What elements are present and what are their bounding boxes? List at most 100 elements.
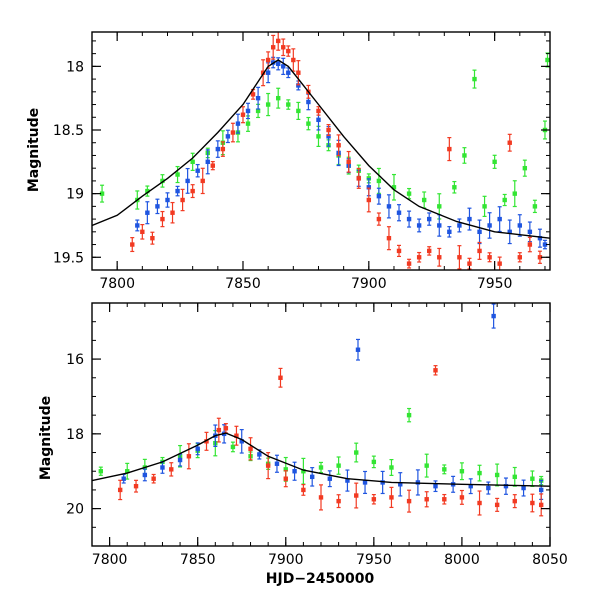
red-marker (371, 497, 377, 502)
green-marker (316, 134, 321, 139)
blue-data-point (255, 86, 261, 110)
red-data-point (180, 188, 185, 212)
green-data-point (512, 466, 517, 487)
red-marker (286, 48, 291, 54)
green-marker (318, 465, 324, 470)
green-marker (462, 153, 467, 158)
blue-marker (327, 476, 333, 481)
y-tick-label: 19 (66, 187, 84, 203)
green-marker (406, 191, 412, 196)
blue-data-point (406, 210, 412, 228)
red-data-point (291, 48, 296, 72)
blue-data-point (427, 212, 432, 226)
green-marker (283, 467, 288, 472)
red-marker (190, 188, 195, 194)
red-data-point (477, 241, 482, 260)
blue-marker (468, 483, 473, 489)
red-data-point (354, 482, 359, 509)
blue-marker (486, 485, 491, 491)
green-marker (530, 476, 535, 481)
red-marker (416, 255, 422, 260)
red-marker (497, 261, 502, 266)
red-data-point (507, 133, 512, 152)
red-data-point (276, 32, 281, 51)
green-data-point (276, 87, 281, 109)
blue-marker (467, 216, 472, 222)
red-data-point (356, 167, 361, 189)
green-data-point (494, 463, 500, 487)
top-y-axis-label: Magnitude (26, 108, 42, 192)
blue-marker (316, 117, 321, 123)
blue-marker (538, 487, 544, 493)
blue-marker (497, 216, 502, 222)
red-marker (457, 255, 462, 260)
blue-marker (135, 223, 140, 228)
red-data-point (216, 417, 222, 443)
green-data-point (190, 152, 195, 171)
blue-data-point (467, 207, 472, 231)
red-marker (530, 500, 535, 506)
red-data-point (386, 226, 392, 251)
blue-marker (326, 134, 331, 139)
green-data-point (462, 147, 467, 164)
x-tick-label: 7900 (351, 276, 387, 292)
blue-marker (542, 242, 548, 247)
red-data-point (517, 252, 523, 263)
green-data-point (286, 99, 291, 110)
red-marker (230, 130, 236, 135)
model-curve (92, 59, 550, 239)
blue-data-point (165, 192, 170, 208)
green-marker (512, 191, 517, 196)
red-data-point (396, 244, 402, 258)
red-marker (283, 476, 288, 481)
green-data-point (421, 191, 427, 209)
green-marker (522, 165, 528, 171)
blue-marker (195, 446, 200, 451)
red-data-point (316, 106, 321, 116)
red-marker (281, 45, 286, 50)
blue-marker (487, 223, 492, 228)
red-marker (406, 261, 412, 266)
red-data-point (371, 494, 377, 505)
red-marker (318, 495, 324, 500)
red-data-point (286, 45, 291, 57)
green-marker (477, 470, 482, 476)
green-data-point (406, 187, 412, 200)
red-marker (512, 498, 517, 504)
blue-marker (281, 64, 286, 69)
red-data-point (512, 494, 517, 509)
blue-marker (296, 83, 301, 88)
red-marker (366, 197, 372, 203)
red-marker (265, 463, 271, 468)
green-marker (482, 204, 487, 209)
red-marker (386, 235, 392, 241)
red-marker (477, 248, 482, 254)
green-marker (160, 178, 165, 184)
red-data-point (530, 493, 535, 513)
red-marker (270, 45, 276, 50)
green-marker (459, 469, 465, 474)
red-data-point (151, 473, 156, 484)
y-tick-label: 18 (66, 427, 84, 443)
red-data-point (427, 246, 432, 256)
x-axis-label: HJD−2450000 (266, 571, 375, 587)
blue-marker (276, 61, 281, 67)
red-marker (433, 368, 438, 373)
blue-data-point (542, 239, 548, 250)
green-marker (406, 412, 412, 418)
green-marker (492, 159, 497, 165)
red-marker (265, 57, 271, 63)
blue-data-point (245, 102, 251, 120)
red-data-point (538, 493, 544, 517)
blue-data-point (175, 185, 180, 197)
x-tick-label: 8050 (532, 552, 568, 568)
blue-marker (239, 439, 244, 444)
green-marker (190, 159, 195, 165)
green-marker (424, 463, 429, 468)
blue-marker (355, 347, 361, 352)
blue-data-point (416, 218, 422, 233)
blue-marker (165, 197, 170, 203)
x-tick-label: 7800 (92, 552, 128, 568)
blue-marker (225, 134, 231, 139)
blue-marker (527, 229, 533, 235)
